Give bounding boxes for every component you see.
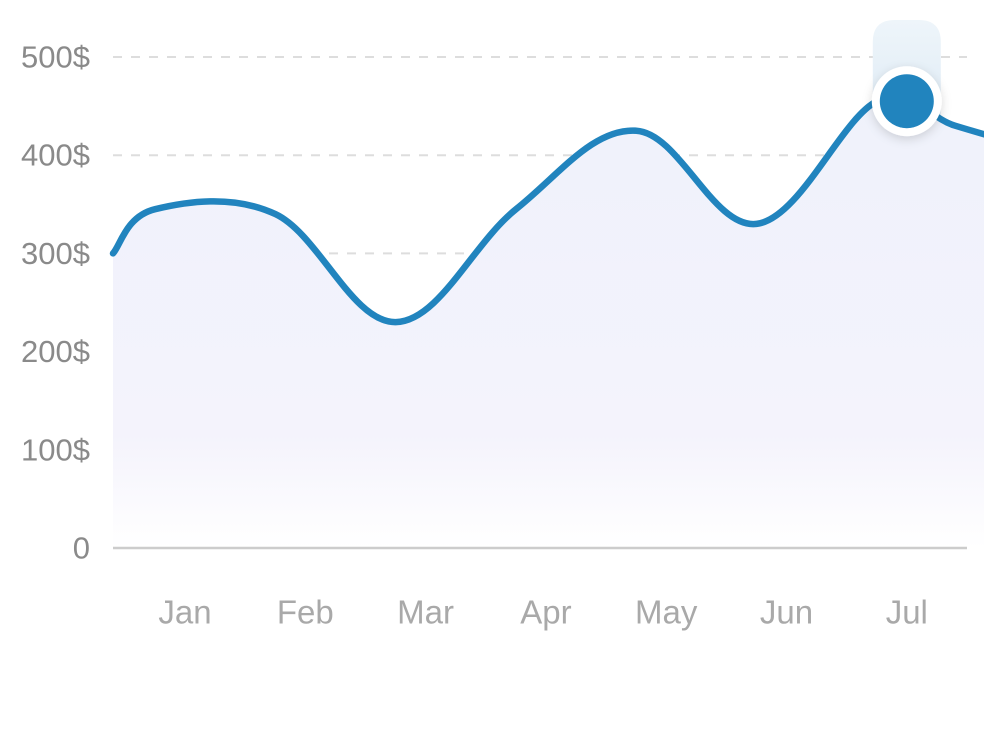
y-tick-label: 400$ [21, 138, 90, 173]
x-axis-ticks: Jan Feb Mar Apr May Jun Jul [158, 594, 928, 631]
x-tick-label-feb: Feb [277, 594, 334, 631]
x-tick-label-jun: Jun [760, 594, 813, 631]
y-axis-ticks: 0 100$ 200$ 300$ 400$ 500$ [21, 40, 90, 566]
x-tick-label-apr: Apr [520, 594, 571, 631]
y-tick-label: 500$ [21, 40, 90, 75]
y-tick-label: 300$ [21, 236, 90, 271]
y-tick-label: 0 [73, 531, 90, 566]
x-tick-label-jan: Jan [158, 594, 211, 631]
area-fill [113, 96, 984, 548]
x-tick-label-may: May [635, 594, 698, 631]
marker-layer [871, 66, 942, 137]
area-layer [113, 96, 984, 548]
highlight-point[interactable] [879, 74, 934, 129]
y-tick-label: 100$ [21, 432, 90, 467]
x-tick-label-mar: Mar [397, 594, 454, 631]
x-tick-label-jul: Jul [886, 594, 928, 631]
y-tick-label: 200$ [21, 334, 90, 369]
